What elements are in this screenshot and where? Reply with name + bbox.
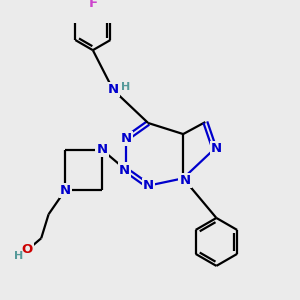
Text: N: N	[97, 143, 108, 156]
Text: N: N	[118, 164, 130, 176]
Text: N: N	[142, 179, 154, 192]
Text: F: F	[88, 0, 98, 10]
Text: H: H	[122, 82, 131, 92]
Text: N: N	[179, 174, 191, 187]
Text: N: N	[211, 142, 222, 155]
Text: O: O	[22, 243, 33, 256]
Text: N: N	[121, 132, 132, 145]
Text: H: H	[14, 251, 23, 261]
Text: N: N	[60, 184, 71, 197]
Text: N: N	[108, 83, 119, 96]
